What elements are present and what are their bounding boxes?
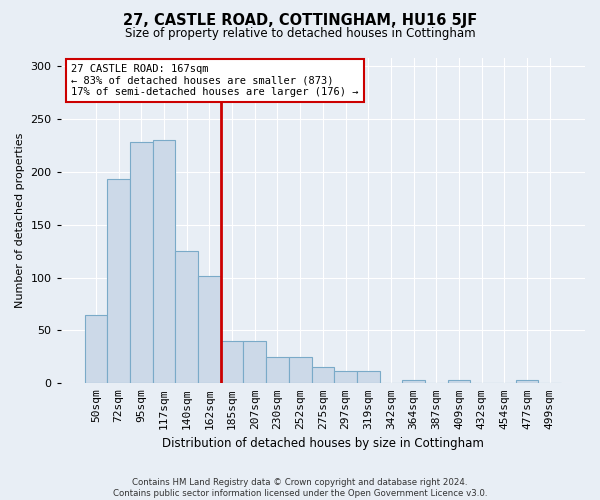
Bar [244,341,266,384]
Bar [516,380,538,384]
Text: Contains HM Land Registry data © Crown copyright and database right 2024.
Contai: Contains HM Land Registry data © Crown c… [113,478,487,498]
Bar [175,251,198,384]
Bar [289,357,311,384]
Bar [311,368,334,384]
Bar [85,314,107,384]
Bar [334,370,357,384]
Bar [448,380,470,384]
Bar [152,140,175,384]
Bar [130,142,152,384]
Bar [221,341,244,384]
Text: 27, CASTLE ROAD, COTTINGHAM, HU16 5JF: 27, CASTLE ROAD, COTTINGHAM, HU16 5JF [123,12,477,28]
Y-axis label: Number of detached properties: Number of detached properties [15,132,25,308]
Bar [107,179,130,384]
Text: Size of property relative to detached houses in Cottingham: Size of property relative to detached ho… [125,28,475,40]
X-axis label: Distribution of detached houses by size in Cottingham: Distribution of detached houses by size … [162,437,484,450]
Bar [266,357,289,384]
Bar [402,380,425,384]
Text: 27 CASTLE ROAD: 167sqm
← 83% of detached houses are smaller (873)
17% of semi-de: 27 CASTLE ROAD: 167sqm ← 83% of detached… [71,64,359,97]
Bar [357,370,380,384]
Bar [198,276,221,384]
